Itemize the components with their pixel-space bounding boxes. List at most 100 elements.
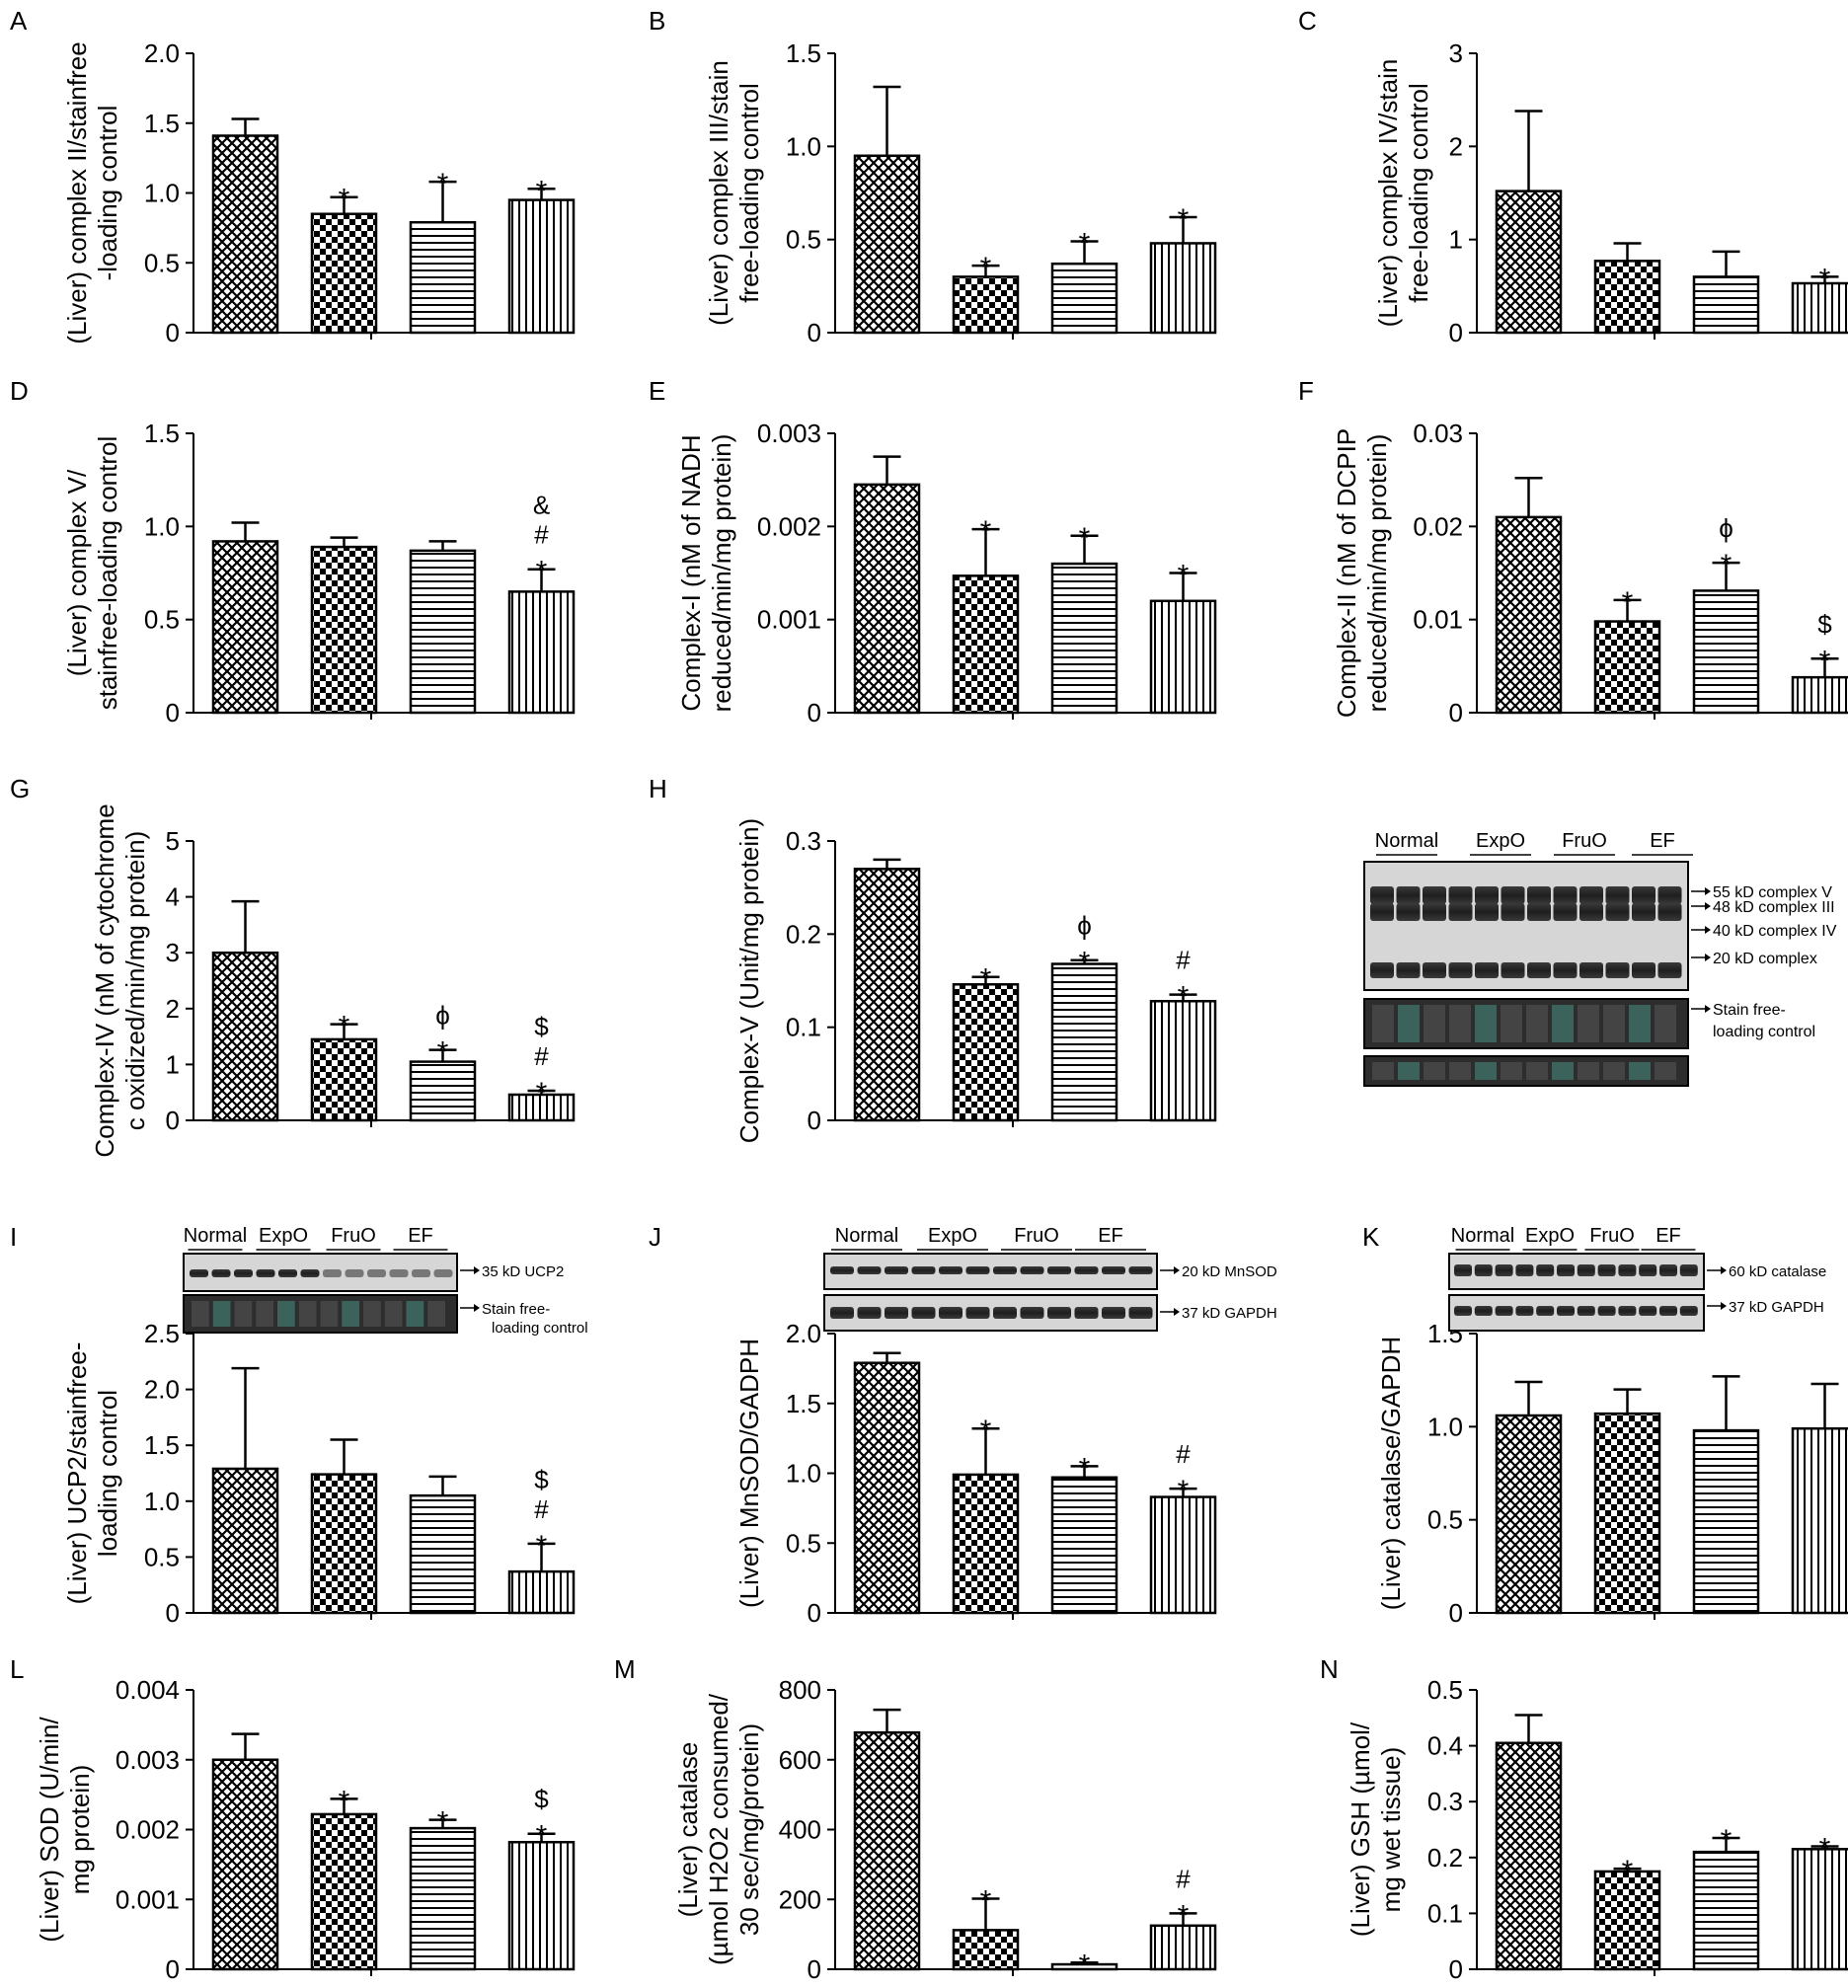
stain-lane: [277, 1301, 295, 1327]
y-tick-label: 0.5: [144, 1542, 180, 1571]
stain-lane: [1372, 1005, 1394, 1042]
y-tick-label: 2: [166, 994, 180, 1024]
y-tick-label: 0.4: [1427, 1731, 1463, 1761]
panel-letter-H: H: [649, 774, 667, 803]
y-tick-label: 0: [166, 698, 180, 727]
significance-marker: *: [437, 1036, 449, 1069]
panel-letter-C: C: [1298, 6, 1317, 36]
y-tick-label: 0.5: [786, 1528, 821, 1558]
lane-label: FruO: [1589, 1225, 1635, 1247]
bar-ExpO: [952, 275, 1020, 335]
stain-lane: [1501, 1005, 1522, 1042]
panel-letter-F: F: [1298, 376, 1314, 406]
bar-FruO: [1692, 1850, 1760, 1971]
bar-EF: [507, 198, 576, 335]
significance-marker: *: [1079, 1452, 1091, 1485]
stain-lane: [1424, 1062, 1445, 1080]
y-tick-label: 200: [779, 1884, 821, 1914]
y-axis-label: Complex-II (nM of DCPIP: [1332, 428, 1361, 718]
blot-band: [1515, 1306, 1534, 1316]
bar-Normal: [1495, 1414, 1563, 1615]
bar-ExpO: [952, 1929, 1020, 1971]
significance-marker: *: [980, 1415, 992, 1447]
blot-band: [300, 1269, 320, 1277]
blot-band: [1579, 903, 1603, 921]
significance-marker: #: [534, 1041, 549, 1071]
bar-ExpO: [1593, 1412, 1661, 1615]
band-label: Stain free-: [1713, 1002, 1786, 1019]
blot-band: [1553, 962, 1578, 978]
blot-band: [234, 1269, 253, 1277]
y-axis-label: Complex-IV (nM of cytochrome: [90, 803, 119, 1157]
blot-band: [1475, 886, 1499, 904]
y-tick-label: 5: [166, 826, 180, 856]
y-axis-label: reduced/min/mg protein): [1362, 434, 1392, 713]
bar-FruO: [1050, 962, 1118, 1122]
y-tick-label: 0.01: [1413, 605, 1463, 635]
y-tick-label: 2.0: [786, 1319, 821, 1348]
panel-F: 0 0.01 0.02 0.03 Complex-II (nM of DCPIP redu…: [1332, 419, 1848, 727]
bar-EF: [507, 1840, 576, 1971]
blot-band: [857, 1307, 882, 1319]
blot-band: [1605, 962, 1630, 978]
blot-band: [1597, 1306, 1616, 1316]
lane-label: EF: [408, 1225, 433, 1247]
bar-ExpO: [952, 983, 1020, 1122]
y-tick-label: 1.0: [144, 179, 180, 208]
blot-band: [1475, 962, 1499, 978]
y-tick-label: 0: [1449, 698, 1463, 727]
blot-band: [1396, 962, 1421, 978]
stain-lane: [320, 1301, 339, 1327]
blot-band: [1553, 903, 1578, 921]
y-tick-label: 3: [166, 938, 180, 967]
panel-J: 0 0.5 1.0 1.5 2.0 (Liver) MnSOD/GADPH * * * #: [734, 1319, 1217, 1628]
significance-marker: *: [1178, 1899, 1190, 1932]
y-tick-label: 0.5: [1427, 1505, 1463, 1535]
blot-band: [1657, 962, 1682, 978]
y-tick-label: 0: [808, 1106, 821, 1135]
bar-Normal: [853, 1361, 921, 1615]
significance-marker: *: [1819, 263, 1831, 295]
bar-Normal: [853, 1730, 921, 1971]
significance-marker: #: [1176, 946, 1191, 975]
bar-ExpO: [310, 1473, 378, 1615]
blot-band: [1454, 1306, 1472, 1316]
y-axis-label: c oxidized/min/mg protein): [120, 831, 150, 1130]
significance-marker: *: [1819, 1832, 1831, 1865]
blot-band: [367, 1269, 386, 1277]
y-tick-label: 0.5: [1427, 1675, 1463, 1705]
band-label: 35 kD UCP2: [482, 1263, 564, 1280]
stain-lane: [256, 1301, 273, 1327]
blot-band: [1501, 903, 1525, 921]
y-tick-label: 1.5: [144, 109, 180, 138]
band-label: 20 kD complex: [1713, 951, 1817, 967]
bar-FruO: [409, 549, 477, 715]
y-axis-label: (Liver) GSH (µmol/: [1346, 1721, 1375, 1937]
blot-band: [1020, 1307, 1044, 1319]
arrow-head: [1705, 954, 1711, 961]
stain-lane: [298, 1301, 317, 1327]
significance-marker: *: [980, 252, 992, 284]
panel-K: 00.51.01.5(Liver) catalase/GAPDH: [1376, 1319, 1848, 1628]
blot-band: [1618, 1264, 1637, 1276]
bar-EF: [1791, 1426, 1848, 1615]
y-axis-label: (Liver) SOD (U/min/: [35, 1717, 64, 1943]
significance-marker: *: [980, 1885, 992, 1918]
blot-band: [1579, 886, 1603, 904]
stain-lane: [1398, 1005, 1420, 1042]
significance-marker: #: [1176, 1864, 1191, 1893]
y-tick-label: 1.0: [144, 1487, 180, 1516]
bar-EF: [1149, 1924, 1217, 1971]
y-tick-label: 3: [1449, 38, 1463, 68]
y-tick-label: 0: [808, 1954, 821, 1984]
y-tick-label: 0: [166, 1954, 180, 1984]
blot-band: [1448, 903, 1473, 921]
panel-letters: A B CD E FG HI J KL M N: [10, 6, 1380, 1684]
significance-marker: *: [339, 184, 350, 216]
band-label: 20 kD MnSOD: [1182, 1263, 1277, 1280]
blot-band: [1679, 1264, 1698, 1276]
blot-H: Normal ExpO FruO EF 55 kD complex V48 kD com…: [1363, 830, 1837, 1087]
stain-lane: [1552, 1005, 1574, 1042]
y-tick-label: 0.003: [757, 419, 821, 448]
y-tick-label: 0.001: [116, 1884, 180, 1914]
